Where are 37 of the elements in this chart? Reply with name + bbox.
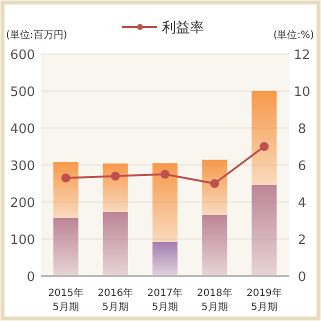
y2-tick-label: 10: [294, 85, 310, 100]
y-tick-label: 200: [10, 196, 35, 211]
x-tick-label: 2015年 5月期: [48, 287, 84, 313]
point: [160, 170, 170, 179]
point: [260, 142, 269, 151]
y2-tick-label: 4: [298, 196, 306, 211]
bar: [53, 218, 78, 276]
bar: [202, 214, 228, 276]
y2-tick-label: 6: [298, 159, 306, 174]
y2-tick-label: 12: [294, 48, 310, 63]
x-tick-label: 2019年 5月期: [246, 287, 282, 313]
point: [61, 173, 70, 182]
bar: [202, 160, 228, 215]
y-tick-label: 600: [10, 48, 35, 63]
y-axis-title: (単位:百万円): [6, 29, 68, 41]
bar: [102, 164, 128, 212]
bar: [53, 162, 78, 218]
y2-tick-label: 2: [298, 233, 306, 248]
y2-tick-label: 0: [298, 270, 306, 285]
bar: [252, 91, 277, 185]
bar: [102, 212, 128, 276]
bar: [152, 163, 178, 242]
bar: [252, 184, 277, 276]
point: [210, 179, 220, 188]
x-tick-label: 2018年 5月期: [196, 287, 232, 313]
y-tick-label: 300: [10, 159, 35, 174]
y-tick-label: 400: [10, 122, 35, 137]
point: [110, 172, 120, 181]
bar: [152, 242, 178, 276]
y2-axis-title: (単位:%): [273, 29, 314, 41]
y-tick-label: 500: [10, 85, 35, 100]
legend-label: 利益率: [162, 20, 204, 36]
x-tick-label: 2016年 5月期: [98, 287, 134, 313]
y-tick-label: 0: [26, 270, 35, 285]
y2-tick-label: 8: [298, 122, 306, 137]
x-tick-label: 2017年 5月期: [147, 287, 183, 313]
y-tick-label: 100: [10, 233, 35, 248]
